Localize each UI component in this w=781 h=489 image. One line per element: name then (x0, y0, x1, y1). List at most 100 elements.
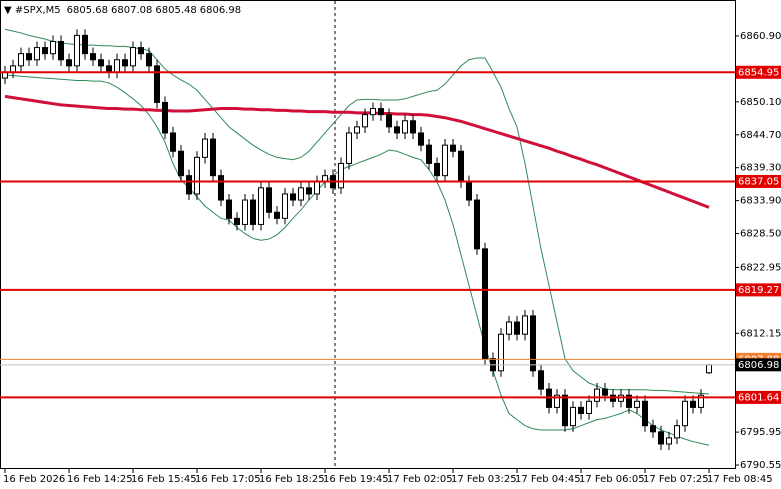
candle-body (706, 364, 712, 374)
candle-body (370, 108, 376, 116)
x-tick-label: 16 Feb 18:25 (259, 474, 325, 485)
candle-body (402, 120, 408, 134)
candle-body (210, 138, 216, 177)
candle-body (530, 315, 536, 372)
candle-body (266, 187, 272, 213)
candle-body (274, 211, 280, 219)
y-tick-label: 6839.30 (740, 163, 781, 174)
x-tick-label: 17 Feb 03:25 (451, 474, 517, 485)
candle-body (122, 59, 128, 67)
x-tick-label: 17 Feb 08:45 (707, 474, 773, 485)
level-label-bg (736, 174, 781, 188)
candle-body (426, 144, 432, 164)
candle-body (442, 144, 448, 177)
ohlc-high: 6807.08 (111, 5, 152, 16)
candle-body (450, 144, 456, 152)
candle-body (362, 114, 368, 128)
candle-body (554, 394, 560, 408)
ohlc-low: 6805.48 (155, 5, 196, 16)
candle-body (538, 370, 544, 390)
candle-body (690, 400, 696, 408)
candle-body (162, 101, 168, 134)
candle-body (658, 431, 664, 445)
indicator-line (4, 28, 710, 395)
candle-body (282, 193, 288, 219)
candle-body (602, 388, 608, 396)
candle-body (10, 65, 16, 73)
candle-body (346, 132, 352, 164)
candle-body (466, 181, 472, 201)
candle-body (506, 321, 512, 335)
x-tick-label: 17 Feb 02:05 (387, 474, 453, 485)
y-tick-label: 6822.95 (740, 262, 781, 273)
bid-label: 6806.98 (738, 360, 779, 371)
candle-body (634, 400, 640, 408)
y-tick-label: 6795.95 (740, 427, 781, 438)
candle-body (58, 40, 64, 61)
candle-body (194, 156, 200, 195)
candle-body (458, 150, 464, 183)
candle-body (682, 400, 688, 427)
x-tick-label: 16 Feb 2026 (3, 474, 65, 485)
candle-body (474, 199, 480, 250)
x-tick-label: 16 Feb 17:05 (195, 474, 261, 485)
candle-body (98, 59, 104, 67)
candle-body (82, 34, 88, 55)
candle-body (202, 138, 208, 158)
chart-title: ▼ #SPX,M5 6805.68 6807.08 6805.48 6806.98 (4, 5, 241, 16)
y-tick-label: 6850.10 (740, 97, 781, 108)
candle-body (106, 65, 112, 73)
candle-body (562, 394, 568, 427)
candle-body (250, 199, 256, 225)
candle-body (218, 175, 224, 201)
candle-body (418, 132, 424, 146)
level-label: 6854.95 (738, 67, 779, 78)
candle-body (394, 126, 400, 134)
candle-body (410, 120, 416, 134)
candle-body (138, 47, 144, 55)
y-tick-label: 6790.55 (740, 460, 781, 471)
candle-body (154, 65, 160, 103)
x-tick-label: 16 Feb 14:25 (67, 474, 133, 485)
candle-body (514, 321, 520, 335)
candle-body (234, 217, 240, 225)
x-tick-label: 16 Feb 19:45 (323, 474, 389, 485)
symbol-icon: ▼ (4, 5, 15, 16)
candle-body (650, 425, 656, 433)
candle-body (674, 425, 680, 439)
candle-body (306, 187, 312, 195)
candle-body (338, 162, 344, 189)
candle-body (578, 406, 584, 415)
level-label: 6801.64 (738, 392, 779, 403)
candle-body (698, 394, 704, 408)
level-label-bg (736, 283, 781, 297)
candle-body (290, 193, 296, 201)
y-tick-label: 6860.90 (740, 31, 781, 42)
candle-body (146, 53, 152, 67)
x-tick-label: 16 Feb 15:45 (131, 474, 197, 485)
candle-body (498, 333, 504, 372)
candle-body (178, 150, 184, 177)
ohlc-open: 6805.68 (67, 5, 108, 16)
candle-body (90, 53, 96, 61)
level-label-bg (736, 390, 781, 404)
x-tick-label: 17 Feb 07:25 (643, 474, 709, 485)
candle-body (50, 40, 56, 55)
candle-body (378, 108, 384, 116)
candle-body (26, 53, 32, 61)
candle-body (586, 400, 592, 415)
y-tick-label: 6812.15 (740, 328, 781, 339)
candle-body (226, 199, 232, 219)
candle-body (258, 187, 264, 225)
indicator-line (4, 94, 710, 209)
candle-body (434, 162, 440, 177)
candle-body (594, 388, 600, 402)
candle-body (298, 187, 304, 201)
level-label: 6819.27 (738, 285, 779, 296)
candle-body (170, 132, 176, 152)
candle-body (482, 248, 488, 360)
candle-body (114, 59, 120, 73)
candle-body (522, 315, 528, 335)
level-label: 6837.05 (738, 176, 779, 187)
